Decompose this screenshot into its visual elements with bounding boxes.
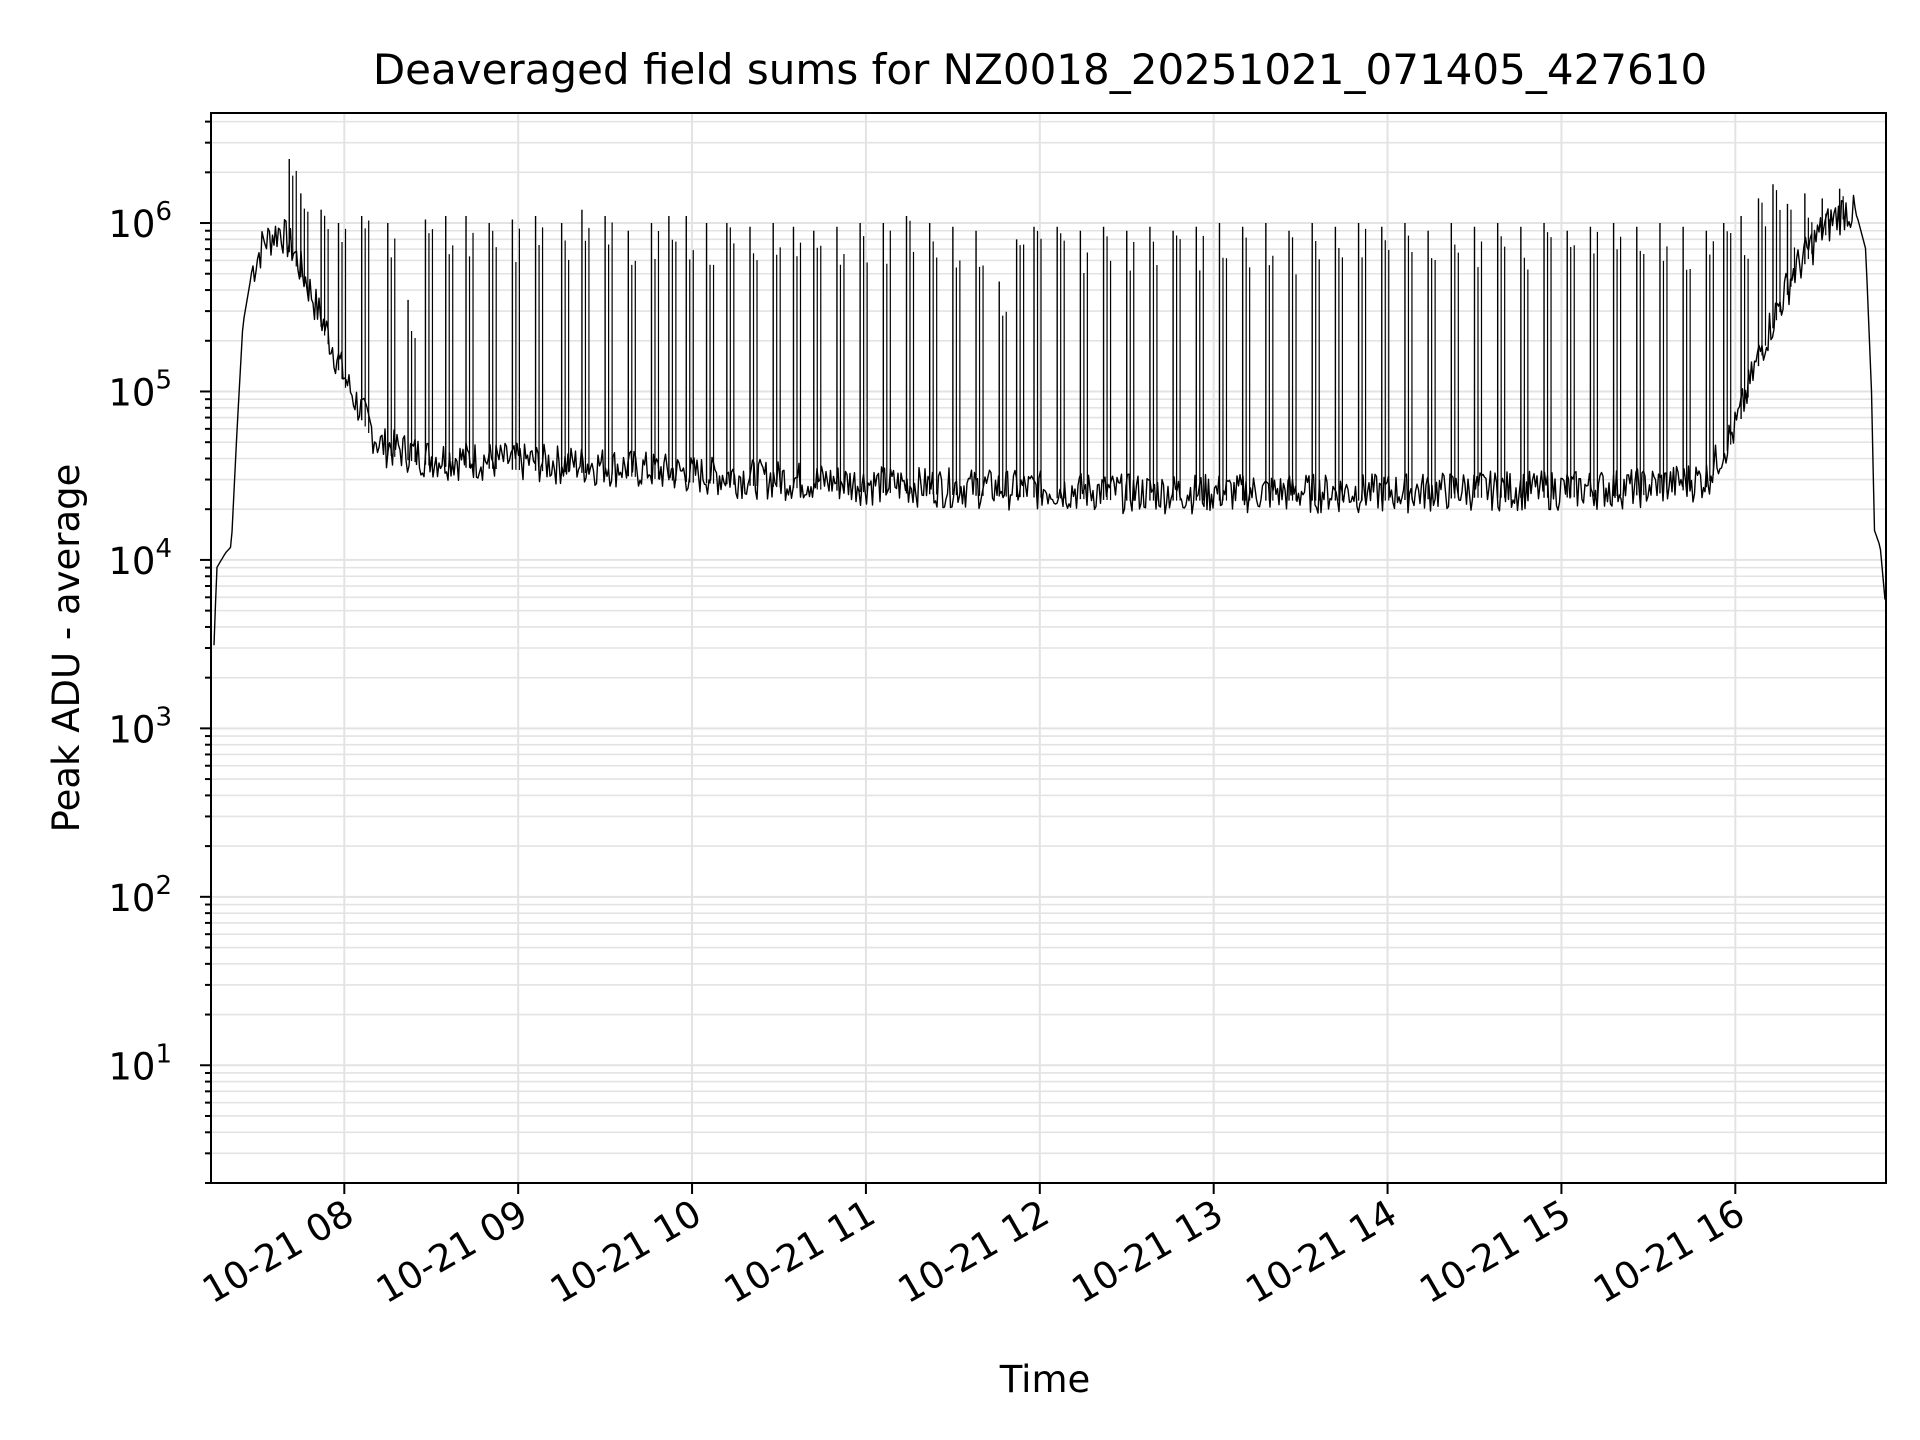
chart-title: Deaveraged field sums for NZ0018_2025102… bbox=[373, 45, 1707, 94]
y-tick-label: 102 bbox=[108, 871, 172, 920]
y-tick-label: 105 bbox=[108, 365, 172, 414]
y-tick-label: 104 bbox=[108, 534, 172, 583]
y-tick-label: 101 bbox=[108, 1039, 172, 1088]
grid bbox=[211, 113, 1886, 1184]
y-axis-label: Peak ADU - average bbox=[45, 464, 88, 833]
y-tick-label: 103 bbox=[108, 702, 172, 751]
y-tick-label: 106 bbox=[108, 197, 172, 246]
data-series bbox=[213, 158, 1886, 646]
x-axis-label: Time bbox=[999, 1358, 1091, 1401]
